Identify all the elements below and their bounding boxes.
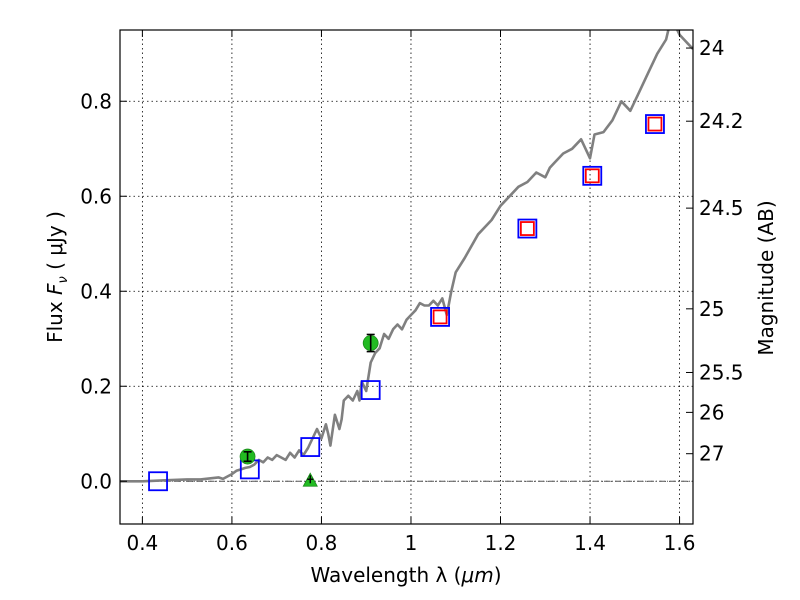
y2-tick-label: 24.5 xyxy=(699,196,744,220)
y2-tick-label: 25 xyxy=(699,297,724,321)
y2-tick-label: 27 xyxy=(699,442,724,466)
right-magnitude-axis-ticks: 24 24.2 24.5 25 25.5 26 27 xyxy=(686,36,744,466)
x-tick-label: 0.4 xyxy=(126,531,158,555)
x-tick-label: 1 xyxy=(405,531,418,555)
x-tick-label: 1.6 xyxy=(664,531,696,555)
model-photometry-square xyxy=(360,380,381,400)
grid-lines xyxy=(120,30,693,524)
observed-photometry-square xyxy=(432,309,448,325)
model-photometry-square xyxy=(300,437,321,457)
markers-group xyxy=(148,114,665,492)
observed-photometry-square xyxy=(519,221,535,236)
spectrum-line-group xyxy=(120,30,693,483)
plot-frame xyxy=(119,29,694,525)
x-axis-label: Wavelength λ (μm) xyxy=(310,563,501,587)
y-axis-ticks: 0.0 0.2 0.4 0.6 0.8 xyxy=(80,89,127,493)
model-photometry-square xyxy=(430,306,450,327)
y2-tick-label: 24 xyxy=(699,36,724,60)
y2-tick-label: 26 xyxy=(699,400,724,424)
x-tick-label: 0.8 xyxy=(306,531,338,555)
spectrum-line xyxy=(120,30,693,483)
y2-tick-label: 25.5 xyxy=(699,360,744,384)
y-tick-label: 0.2 xyxy=(80,374,112,398)
model-photometry-square xyxy=(517,218,538,239)
y-axis-label: Flux Fν ( μJy ) xyxy=(43,211,71,343)
right-axis-label: Magnitude (AB) xyxy=(754,200,778,355)
x-axis-ticks: 0.4 0.6 0.8 1 1.2 1.4 1.6 xyxy=(126,30,695,555)
x-tick-label: 1.4 xyxy=(574,531,606,555)
y-tick-label: 0.4 xyxy=(80,279,112,303)
x-tick-label: 0.6 xyxy=(216,531,248,555)
observed-photometry-square xyxy=(647,116,663,132)
y-tick-label: 0.8 xyxy=(80,89,112,113)
y-tick-label: 0.6 xyxy=(80,184,112,208)
model-photometry-square xyxy=(582,165,603,186)
y-tick-label: 0.0 xyxy=(80,469,112,493)
x-tick-label: 1.2 xyxy=(485,531,517,555)
observed-photometry-square xyxy=(584,168,600,184)
model-photometry-square xyxy=(148,471,168,492)
y2-tick-label: 24.2 xyxy=(699,109,744,133)
model-photometry-square xyxy=(645,114,665,134)
